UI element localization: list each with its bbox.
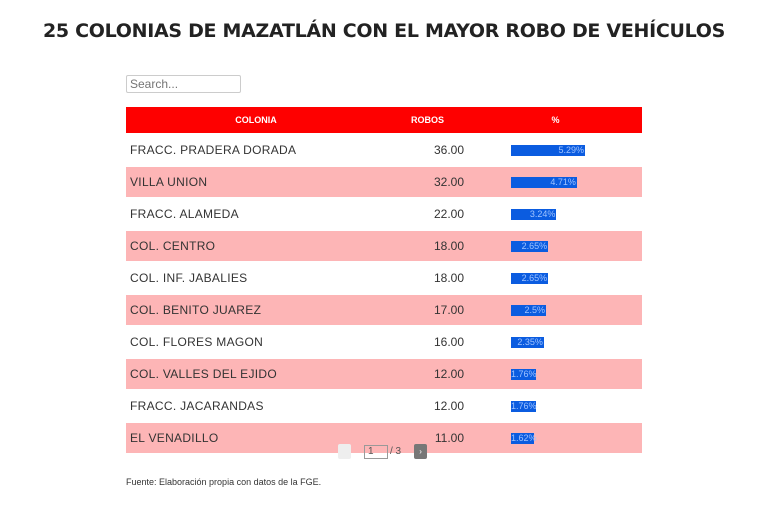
pct-label: 4.71% xyxy=(550,176,576,187)
table-row: COL. CENTRO 18.00 2.65% xyxy=(126,229,642,262)
colonia-cell: FRACC. PRADERA DORADA xyxy=(126,133,386,166)
pct-bar: 2.5% xyxy=(511,304,546,316)
pct-label: 1.76% xyxy=(511,368,537,379)
page-title: 25 COLONIAS DE MAZATLÁN CON EL MAYOR ROB… xyxy=(42,20,726,42)
robos-cell: 16.00 xyxy=(386,325,469,358)
data-table: COLONIA ROBOS % FRACC. PRADERA DORADA 36… xyxy=(126,107,642,453)
robos-cell: 32.00 xyxy=(386,165,469,198)
header-colonia[interactable]: COLONIA xyxy=(126,107,386,134)
page-total: / 3 xyxy=(390,446,402,457)
pct-bar: 1.76% xyxy=(511,368,537,380)
pct-bar: 2.65% xyxy=(511,240,549,252)
robos-cell: 12.00 xyxy=(386,357,469,390)
colonia-cell: COL. INF. JABALIES xyxy=(126,261,386,294)
pct-cell: 5.29% xyxy=(469,133,642,166)
table-row: FRACC. PRADERA DORADA 36.00 5.29% xyxy=(126,133,642,166)
source-note: Fuente: Elaboración propia con datos de … xyxy=(126,477,322,487)
table-row: FRACC. ALAMEDA 22.00 3.24% xyxy=(126,197,642,230)
pct-cell: 2.35% xyxy=(469,325,642,358)
pct-label: 2.5% xyxy=(524,304,545,315)
pct-label: 3.24% xyxy=(529,208,556,219)
table-row: EL VENADILLO 11.00 1.62% xyxy=(126,421,642,453)
colonia-cell: COL. VALLES DEL EJIDO xyxy=(126,357,386,390)
colonia-cell: COL. BENITO JUAREZ xyxy=(126,293,386,326)
pct-bar: 1.76% xyxy=(511,400,537,412)
page-number-input[interactable]: 1 xyxy=(364,444,388,459)
header-pct[interactable]: % xyxy=(469,107,642,134)
colonia-cell: VILLA UNION xyxy=(126,165,386,198)
colonia-cell: COL. FLORES MAGON xyxy=(126,325,386,358)
pct-bar: 2.35% xyxy=(511,336,544,348)
pct-label: 2.65% xyxy=(521,272,548,283)
table-row: COL. BENITO JUAREZ 17.00 2.5% xyxy=(126,293,642,326)
colonia-cell: COL. CENTRO xyxy=(126,229,386,262)
pct-bar: 1.62% xyxy=(511,432,537,444)
pct-cell: 3.24% xyxy=(469,197,642,230)
table-row: FRACC. JACARANDAS 12.00 1.76% xyxy=(126,389,642,422)
pct-cell: 2.65% xyxy=(469,261,642,294)
pct-label: 5.29% xyxy=(558,144,585,155)
prev-page-button[interactable] xyxy=(338,444,351,459)
search-input[interactable] xyxy=(126,75,241,93)
colonia-cell: FRACC. JACARANDAS xyxy=(126,389,386,422)
robos-cell: 18.00 xyxy=(386,261,469,294)
pct-bar: 5.29% xyxy=(511,144,586,156)
pct-cell: 1.62% xyxy=(469,421,642,453)
pct-cell: 2.65% xyxy=(469,229,642,262)
pct-bar: 3.24% xyxy=(511,208,557,220)
pct-cell: 1.76% xyxy=(469,357,642,390)
pct-label: 2.65% xyxy=(521,240,548,251)
next-page-button[interactable]: › xyxy=(414,444,428,459)
header-robos[interactable]: ROBOS xyxy=(386,107,469,134)
robos-cell: 11.00 xyxy=(386,421,469,453)
robos-cell: 17.00 xyxy=(386,293,469,326)
pct-bar: 4.71% xyxy=(511,176,577,188)
robos-cell: 12.00 xyxy=(386,389,469,422)
table-row: VILLA UNION 32.00 4.71% xyxy=(126,165,642,198)
pct-label: 2.35% xyxy=(517,336,543,347)
robos-cell: 22.00 xyxy=(386,197,469,230)
table-row: COL. INF. JABALIES 18.00 2.65% xyxy=(126,261,642,294)
pct-cell: 1.76% xyxy=(469,389,642,422)
pagination: 1 / 3 › xyxy=(338,444,428,459)
pct-label: 1.62% xyxy=(511,432,537,443)
pct-cell: 4.71% xyxy=(469,165,642,198)
robos-cell: 36.00 xyxy=(386,133,469,166)
pct-label: 1.76% xyxy=(511,400,537,411)
table-row: COL. VALLES DEL EJIDO 12.00 1.76% xyxy=(126,357,642,390)
pct-cell: 2.5% xyxy=(469,293,642,326)
colonia-cell: FRACC. ALAMEDA xyxy=(126,197,386,230)
robos-cell: 18.00 xyxy=(386,229,469,262)
pct-bar: 2.65% xyxy=(511,272,549,284)
table-row: COL. FLORES MAGON 16.00 2.35% xyxy=(126,325,642,358)
